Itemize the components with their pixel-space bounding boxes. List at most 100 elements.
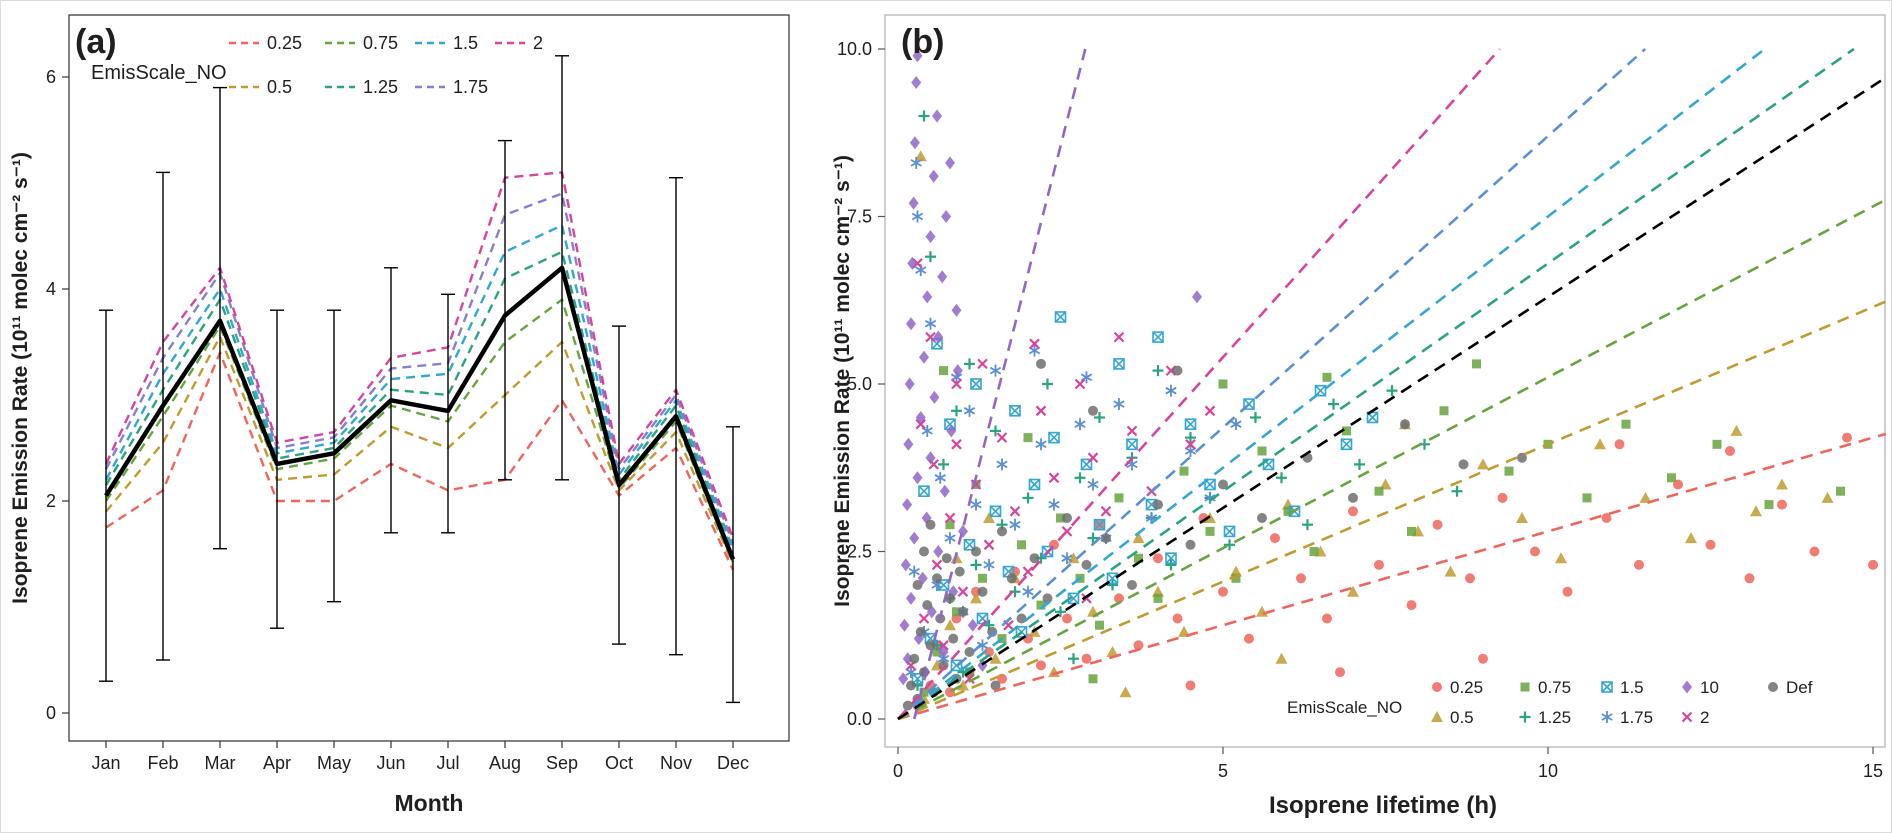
point-0.5 xyxy=(970,592,982,604)
point-1.25 xyxy=(1068,653,1079,665)
point-0.25 xyxy=(1374,559,1384,570)
point-0.25 xyxy=(1478,653,1488,664)
point-10 xyxy=(908,196,919,210)
panel-a-line-chart: 0 2 4 6 Jan Feb Mar Apr May Jun Jul Aug Sep Oct Nov Dec… xyxy=(9,14,790,816)
point-Def xyxy=(971,546,981,557)
panel-b-scatter-chart: 0.02.55.07.510.00 5 10 15 0.25 0.75 1.5 10 Def0… xyxy=(831,14,1887,819)
x-tick-label: Sep xyxy=(546,753,578,773)
point-1.25 xyxy=(1152,365,1164,377)
point-1.5 xyxy=(1009,404,1021,417)
point-1.5 xyxy=(1165,552,1177,565)
point-2 xyxy=(977,358,988,370)
point-1.5 xyxy=(1223,525,1236,538)
point-10 xyxy=(951,303,962,317)
point-0.25 xyxy=(1406,600,1417,611)
point-0.25 xyxy=(1322,613,1332,624)
point-1.25 xyxy=(951,405,962,417)
point-10 xyxy=(900,558,911,572)
point-0.5 xyxy=(1347,585,1359,597)
y-tick-label: 6 xyxy=(46,67,56,87)
point-1.75 xyxy=(908,565,920,578)
point-0.75 xyxy=(1153,593,1163,603)
point-1.75 xyxy=(1022,585,1034,598)
point-1.25 xyxy=(970,559,982,571)
point-1.75 xyxy=(1035,438,1047,451)
point-2 xyxy=(951,439,962,450)
point-1.75 xyxy=(1080,371,1093,384)
point-0.75 xyxy=(1179,466,1189,476)
point-10 xyxy=(925,230,936,244)
legend-marker-1.5 xyxy=(1601,681,1613,693)
point-0.25 xyxy=(1062,613,1072,624)
point-2 xyxy=(970,479,982,490)
point-0.5 xyxy=(1685,532,1697,544)
x-tick-label: Nov xyxy=(660,753,692,773)
point-0.75 xyxy=(1764,500,1774,510)
point-10 xyxy=(967,618,978,632)
point-0.75 xyxy=(1114,493,1124,503)
legend-label-0.5: 0.5 xyxy=(1450,708,1474,727)
point-2 xyxy=(1185,439,1196,450)
point-0.25 xyxy=(1432,519,1443,530)
point-0.75 xyxy=(1088,674,1098,684)
point-0.25 xyxy=(1348,506,1358,517)
point-1.75 xyxy=(1204,491,1216,504)
point-0.25 xyxy=(1614,439,1625,450)
point-0.25 xyxy=(1601,513,1612,523)
point-Def xyxy=(925,640,936,651)
point-Def xyxy=(938,660,949,671)
point-0.25 xyxy=(984,647,994,657)
point-0.25 xyxy=(1777,499,1787,510)
point-1.25 xyxy=(1276,472,1287,484)
point-2 xyxy=(925,331,936,343)
point-10 xyxy=(904,377,915,391)
y-tick-label: 0 xyxy=(46,703,56,723)
point-Def xyxy=(1172,365,1183,376)
point-Def xyxy=(987,626,998,637)
point-Def xyxy=(997,526,1007,537)
point-1.75 xyxy=(934,471,946,484)
point-2 xyxy=(1204,405,1216,417)
x-tick-label: Aug xyxy=(489,753,521,773)
point-10 xyxy=(909,531,920,545)
point-Def xyxy=(1006,573,1017,584)
point-Def xyxy=(1088,405,1098,416)
point-0.25 xyxy=(1562,586,1573,597)
point-Def xyxy=(1029,553,1040,564)
point-1.25 xyxy=(1087,532,1099,544)
series-line-default xyxy=(104,265,736,561)
point-0.25 xyxy=(1497,492,1508,503)
trend-line-0.25 xyxy=(897,432,1887,721)
point-1.5 xyxy=(1126,438,1138,451)
point-0.25 xyxy=(1244,633,1254,644)
point-0.75 xyxy=(1036,600,1046,610)
point-Def xyxy=(1517,452,1527,463)
panel-b-plot-area: 0.0 2.5 5.0 7.5 10.0 0 5 10 15 xyxy=(837,14,1887,781)
panel-a-legend-title: EmisScale_NO xyxy=(91,62,227,84)
point-0.25 xyxy=(1725,446,1735,456)
point-0.75 xyxy=(919,687,929,697)
trend-line-2 xyxy=(897,48,1501,720)
legend-marker-10 xyxy=(1682,680,1692,694)
point-1.5 xyxy=(1028,478,1041,491)
point-1.75 xyxy=(1061,552,1073,565)
point-0.75 xyxy=(1374,486,1384,496)
legend-label-2: 2 xyxy=(1700,708,1709,727)
point-2 xyxy=(1009,506,1021,517)
series-line-0.5 xyxy=(105,335,735,566)
point-0.25 xyxy=(1185,680,1196,691)
point-2 xyxy=(996,432,1008,443)
series-line-1.5 xyxy=(104,224,735,550)
point-1.75 xyxy=(1165,384,1177,397)
point-1.25 xyxy=(1451,485,1463,497)
point-2 xyxy=(1100,506,1112,517)
point-1.5 xyxy=(1048,431,1060,444)
point-2 xyxy=(983,539,995,551)
x-tick-label: Jan xyxy=(91,753,120,773)
point-2 xyxy=(944,512,956,524)
point-Def xyxy=(912,580,923,590)
point-1.25 xyxy=(1328,398,1339,410)
point-1.25 xyxy=(1042,378,1053,390)
point-10 xyxy=(912,471,923,485)
point-Def xyxy=(948,633,959,644)
